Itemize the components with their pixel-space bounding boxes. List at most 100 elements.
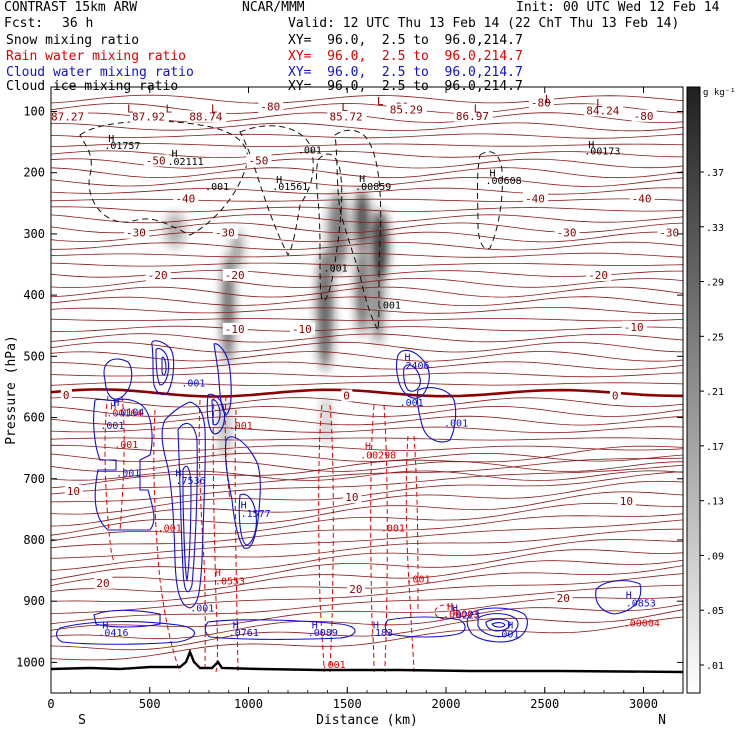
cloud-contour (182, 465, 192, 582)
cloud-contour (416, 387, 457, 443)
label-bg (629, 192, 655, 205)
label-bg (173, 192, 199, 205)
snow-label: H (276, 175, 282, 186)
isotherm (50, 584, 684, 625)
rain-label: .001 (407, 575, 431, 586)
isotherm (50, 513, 684, 549)
rain-contour (405, 435, 415, 673)
low-marker: L (377, 95, 384, 108)
ice-contours (79, 120, 503, 332)
low-marker: L (341, 101, 348, 114)
rain-label: H (447, 602, 453, 613)
forecast-hours: 36 h (62, 16, 94, 31)
snow-shading-blob (231, 230, 243, 270)
label-bg (222, 268, 248, 281)
contour-labels: -80-80-80-80-50-50-40-40-40-30-30-30-30-… (49, 93, 683, 671)
x-tick-label: 3000 (629, 697, 658, 711)
isotherm (50, 405, 684, 417)
rain-contour (383, 404, 388, 673)
isotherm (50, 464, 684, 503)
snow-shading-blob (322, 395, 330, 445)
cloud-label: H (241, 500, 247, 511)
isotherm-label: -30 (215, 227, 235, 240)
cloud-contour (177, 422, 198, 593)
label-bg (60, 388, 72, 401)
isotherm (50, 609, 684, 651)
colorbar-tick-label: .05 (706, 606, 724, 617)
legend-snow-name: Snow mixing ratio (6, 33, 140, 48)
rain-contour (318, 404, 325, 673)
label-bg (584, 104, 624, 117)
rain-contour (413, 435, 419, 611)
legend-cloud-xy: XY= 96.0, 2.5 to 96.0,214.7 (288, 65, 523, 80)
terrain (50, 648, 684, 674)
y-tick-label: 1000 (16, 655, 45, 669)
cloud-label: .0104 (114, 407, 144, 418)
cloud-contour (238, 493, 257, 546)
cloud-label: H (452, 603, 458, 614)
isotherm (50, 470, 684, 481)
x-tick-label: 0 (47, 697, 54, 711)
colorbar-tick-label: .29 (706, 278, 724, 289)
y-tick-label: 200 (23, 166, 45, 180)
cloud-label: H (507, 620, 513, 631)
isotherm (50, 94, 684, 104)
isotherm (50, 502, 684, 542)
low-marker: L (596, 97, 603, 110)
snow-label: H (171, 149, 177, 160)
cloud-label: .0416 (98, 628, 128, 639)
label-bg (554, 592, 573, 605)
label-bg (343, 491, 362, 504)
snow-label: .00173 (584, 147, 620, 158)
y-tick-label: 900 (23, 594, 45, 608)
rain-label: .0553 (215, 576, 245, 587)
isotherm (50, 252, 684, 258)
isotherm-label: -30 (126, 227, 146, 240)
cloud-contour (211, 399, 221, 426)
cloud-contour (161, 401, 206, 609)
cloud-contours (55, 340, 642, 645)
cloud-label: .1577 (241, 509, 271, 520)
cloud-label: H (405, 352, 411, 363)
y-tick-label: 700 (23, 472, 45, 486)
x-tick-label: 1000 (234, 697, 263, 711)
cloud-contour (204, 619, 356, 640)
label-bg (49, 110, 88, 123)
isotherm-label: -50 (249, 154, 269, 167)
rain-contour (224, 395, 231, 501)
rain-contour (153, 409, 181, 673)
isotherm-label: 20 (96, 577, 109, 590)
ice-minimum-label: 85.29 (390, 104, 423, 117)
isotherm (50, 143, 684, 147)
isotherm-label: -10 (225, 323, 245, 336)
label-bg (387, 103, 427, 116)
org-name: NCAR/MMM (242, 0, 305, 15)
y-tick-label: 400 (23, 288, 45, 302)
snow-shading-blob (317, 250, 333, 370)
isotherm-label: -40 (525, 192, 545, 205)
snow-label: .00608 (486, 176, 522, 187)
label-bg (143, 154, 169, 167)
isotherm-label: 20 (349, 583, 362, 596)
y-tick-label: 600 (23, 411, 45, 425)
snow-label: H (108, 134, 114, 145)
isotherm (50, 565, 684, 603)
y-tick-label: 500 (23, 349, 45, 363)
ice-contour (477, 151, 503, 250)
colorbar-tick-label: .33 (706, 223, 724, 234)
rain-label: .00003 (443, 609, 479, 620)
isotherm (50, 396, 684, 408)
isotherm (50, 381, 684, 386)
rain-label: H (215, 568, 221, 579)
isotherm (50, 457, 684, 495)
snow-shading-blob (328, 192, 348, 272)
colorbar-tick-label: .37 (706, 168, 724, 179)
label-bg (222, 322, 248, 335)
cloud-label: H (102, 620, 108, 631)
rain-contour (234, 409, 239, 673)
label-bg (145, 268, 171, 281)
isotherm (50, 491, 684, 536)
cloud-contour (161, 356, 167, 376)
cloud-contour (103, 358, 133, 400)
isotherm (50, 333, 684, 343)
